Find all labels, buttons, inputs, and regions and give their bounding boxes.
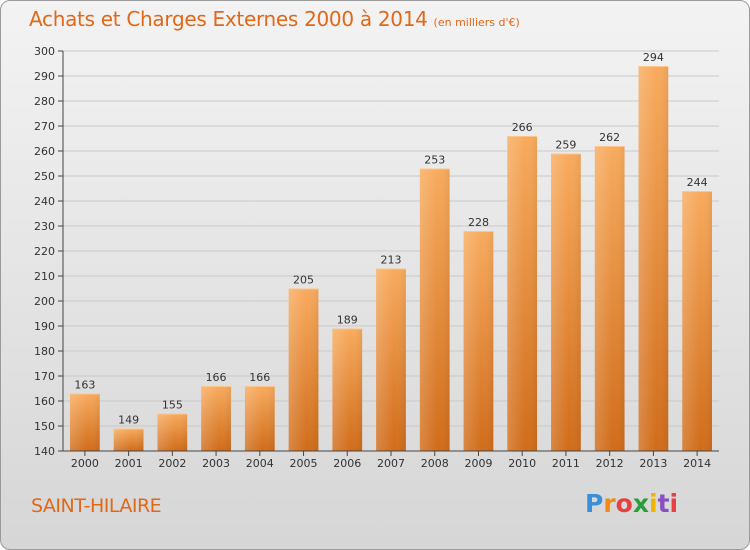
x-tick-label: 2001 [115, 457, 143, 470]
y-tick-label: 240 [34, 195, 55, 208]
bar-shade [594, 146, 625, 451]
bar-value-label: 166 [249, 371, 270, 384]
bar-shade [551, 153, 581, 451]
y-tick-label: 170 [34, 370, 55, 383]
bar-value-label: 163 [74, 379, 95, 392]
bar-shade [463, 231, 494, 451]
x-tick-label: 2000 [71, 457, 99, 470]
bar-value-label: 149 [118, 414, 139, 427]
bar-shade [419, 168, 450, 451]
logo-letter: o [615, 489, 633, 518]
bar-shade [201, 386, 231, 451]
bar-shade [157, 413, 188, 451]
x-tick-label: 2002 [158, 457, 186, 470]
x-tick-label: 2008 [421, 457, 449, 470]
proxiti-logo: Proxiti [585, 489, 678, 518]
logo-letter: i [649, 489, 658, 518]
bar-shade [244, 386, 275, 451]
bar-value-label: 166 [206, 371, 227, 384]
y-tick-label: 260 [34, 145, 55, 158]
bar-value-label: 266 [512, 121, 533, 134]
x-tick-label: 2013 [639, 457, 667, 470]
bar-value-label: 189 [337, 314, 358, 327]
bar-shade [113, 428, 144, 451]
chart-subtitle: (en milliers d'€) [433, 16, 520, 29]
y-tick-label: 150 [34, 420, 55, 433]
bar-value-label: 155 [162, 399, 183, 412]
bar-value-label: 244 [687, 176, 708, 189]
chart-title: Achats et Charges Externes 2000 à 2014 [29, 7, 428, 31]
x-tick-label: 2003 [202, 457, 230, 470]
logo-letter: t [657, 489, 670, 518]
logo-letter: r [603, 489, 616, 518]
y-tick-label: 210 [34, 270, 55, 283]
bar-value-label: 213 [381, 254, 402, 267]
x-tick-label: 2010 [508, 457, 536, 470]
y-tick-label: 200 [34, 295, 55, 308]
bar-shade [507, 136, 538, 451]
bar-shade [682, 191, 713, 451]
bar-value-label: 259 [555, 139, 576, 152]
bar-value-label: 253 [424, 154, 445, 167]
x-tick-label: 2014 [683, 457, 711, 470]
y-tick-label: 280 [34, 95, 55, 108]
x-tick-label: 2011 [552, 457, 580, 470]
bar-value-label: 228 [468, 216, 489, 229]
logo-letter: i [669, 489, 679, 518]
y-tick-label: 250 [34, 170, 55, 183]
y-tick-label: 290 [34, 70, 55, 83]
y-tick-label: 190 [34, 320, 55, 333]
bar-shade [376, 268, 406, 451]
x-tick-label: 2007 [377, 457, 405, 470]
x-tick-label: 2005 [290, 457, 318, 470]
bar-shade [638, 66, 669, 451]
x-tick-label: 2006 [333, 457, 361, 470]
x-tick-label: 2012 [596, 457, 624, 470]
y-tick-label: 300 [34, 45, 55, 58]
x-tick-label: 2009 [464, 457, 492, 470]
bar-shade [332, 328, 363, 451]
logo-letter: x [632, 489, 649, 518]
y-tick-label: 230 [34, 220, 55, 233]
logo-letter: P [585, 489, 604, 518]
bar-value-label: 294 [643, 51, 664, 64]
y-tick-label: 160 [34, 395, 55, 408]
bar-value-label: 205 [293, 274, 314, 287]
y-tick-label: 220 [34, 245, 55, 258]
bar-shade [288, 288, 319, 451]
bar-shade [69, 393, 100, 451]
y-tick-label: 180 [34, 345, 55, 358]
location-label: SAINT-HILAIRE [31, 495, 162, 517]
chart-title-block: Achats et Charges Externes 2000 à 2014 (e… [29, 7, 520, 31]
y-tick-label: 270 [34, 120, 55, 133]
bar-value-label: 262 [599, 131, 620, 144]
x-tick-label: 2004 [246, 457, 274, 470]
y-tick-label: 140 [34, 445, 55, 458]
